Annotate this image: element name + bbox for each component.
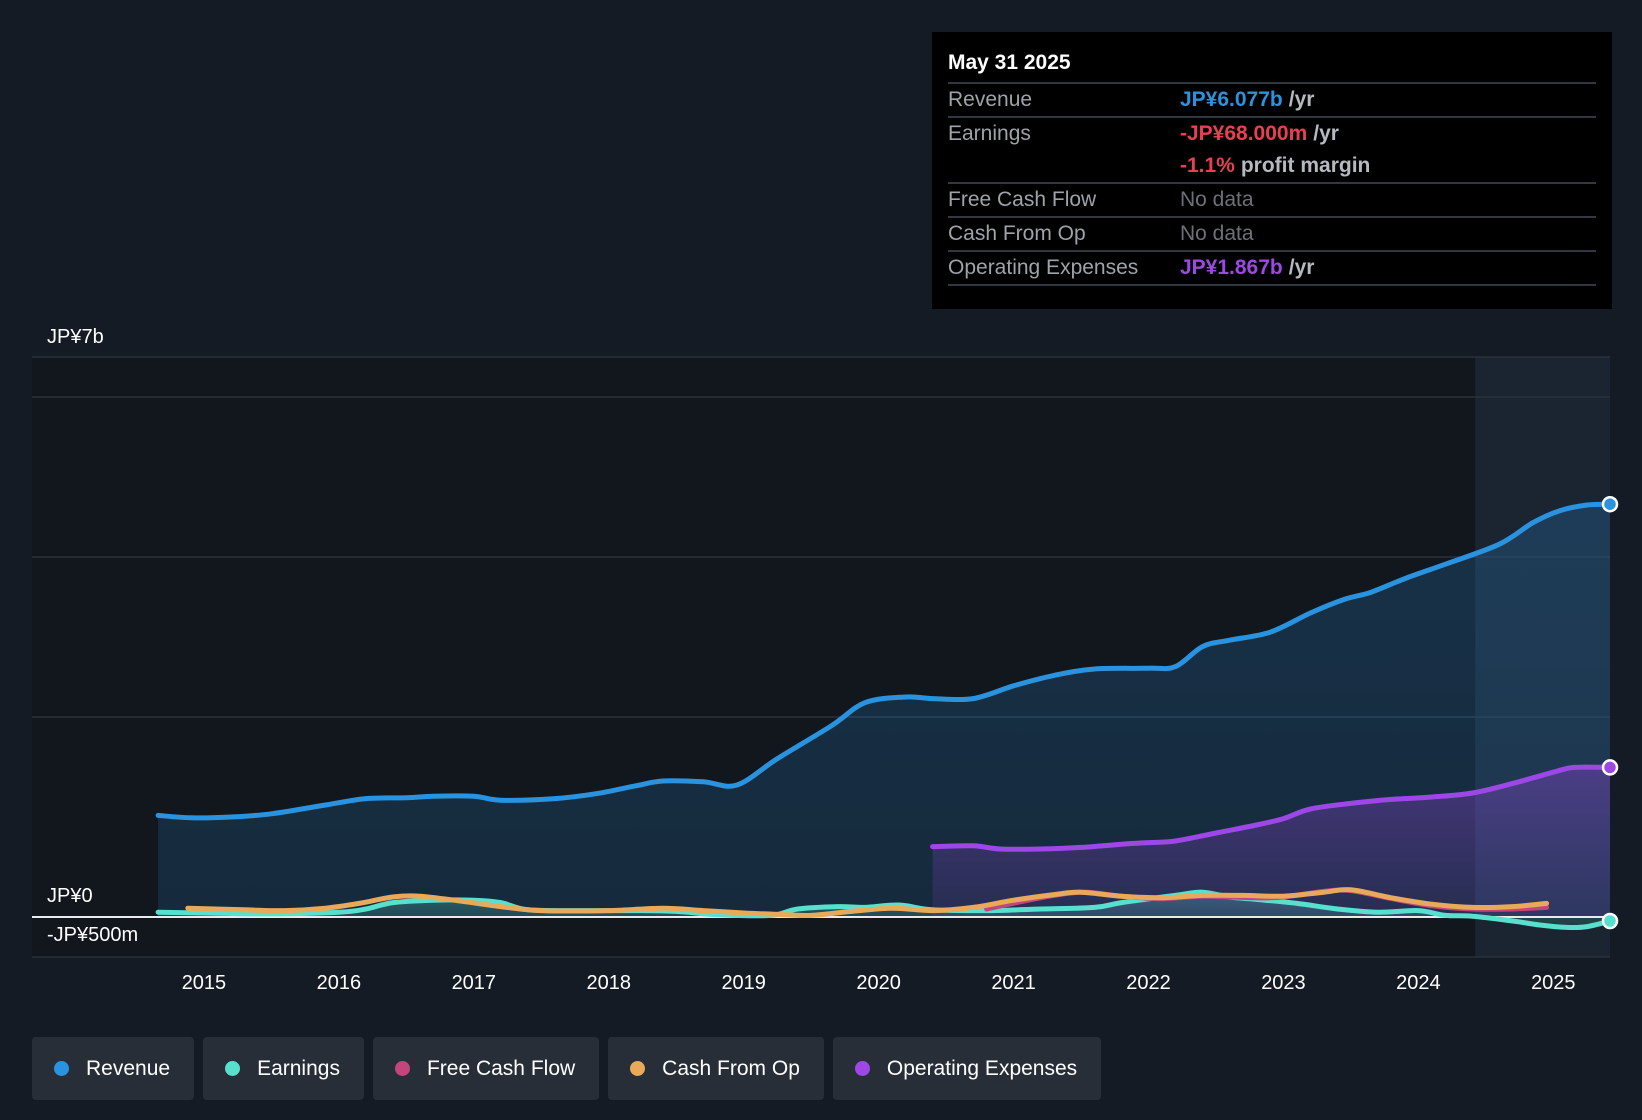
- x-axis-label: 2018: [587, 972, 632, 994]
- tooltip-label: Revenue: [948, 88, 1033, 111]
- revenue-line: [155, 501, 1613, 821]
- y-axis-label: JP¥0: [47, 885, 93, 907]
- tooltip-unit: /yr: [1288, 256, 1315, 279]
- legend-label: Revenue: [86, 1056, 171, 1080]
- legend-label: Earnings: [257, 1056, 340, 1080]
- y-axis-labels: JP¥7b JP¥0 -JP¥500m: [47, 326, 138, 946]
- cfo-line: [185, 887, 1550, 919]
- tooltip-value: JP¥1.867b: [1180, 256, 1283, 279]
- tooltip-value: -JP¥68.000m: [1180, 122, 1308, 145]
- tooltip-row-cash-from-op: Cash From Op No data: [948, 216, 1596, 250]
- opex-area: [932, 767, 1610, 917]
- tooltip-row-profit-margin: -1.1% profit margin: [948, 150, 1596, 182]
- legend: Revenue Earnings Free Cash Flow Cash Fro…: [32, 1037, 1102, 1100]
- x-axis-label: 2015: [182, 972, 227, 994]
- tooltip-value: No data: [1180, 188, 1254, 211]
- y-axis-label: JP¥7b: [47, 326, 104, 348]
- legend-dot-icon: [54, 1061, 69, 1076]
- legend-item-operating-expenses[interactable]: Operating Expenses: [832, 1037, 1102, 1100]
- x-axis-label: 2024: [1396, 972, 1441, 994]
- legend-label: Free Cash Flow: [426, 1056, 576, 1080]
- legend-dot-icon: [225, 1061, 241, 1076]
- x-axis-label: 2023: [1261, 972, 1306, 994]
- tooltip-value: -1.1%: [1180, 154, 1235, 177]
- tooltip-date: May 31 2025: [948, 51, 1071, 74]
- x-axis-label: 2022: [1126, 972, 1171, 994]
- legend-label: Operating Expenses: [886, 1056, 1078, 1080]
- x-axis-label: 2025: [1531, 972, 1576, 994]
- legend-item-free-cash-flow[interactable]: Free Cash Flow: [372, 1037, 600, 1100]
- tooltip-divider: [948, 284, 1596, 286]
- legend-label: Cash From Op: [662, 1056, 800, 1080]
- legend-dot-icon: [394, 1061, 410, 1076]
- tooltip-value: No data: [1180, 222, 1254, 245]
- legend-item-revenue[interactable]: Revenue: [32, 1037, 195, 1100]
- series-end-markers: [1601, 495, 1619, 930]
- tooltip-label: Earnings: [948, 122, 1031, 145]
- series-lines: [155, 501, 1613, 931]
- tooltip-unit: /yr: [1313, 122, 1339, 145]
- x-axis-label: 2019: [721, 972, 766, 994]
- opex-line: [930, 764, 1613, 852]
- tooltip-unit: /yr: [1288, 88, 1315, 111]
- opex-end-marker[interactable]: [1601, 759, 1619, 776]
- earnings-end-marker[interactable]: [1601, 912, 1619, 930]
- tooltip-label: Cash From Op: [948, 222, 1086, 245]
- x-axis-label: 2020: [856, 972, 901, 994]
- legend-dot-icon: [630, 1061, 646, 1076]
- x-axis-label: 2021: [991, 972, 1036, 994]
- tooltip-row-free-cash-flow: Free Cash Flow No data: [948, 182, 1596, 216]
- tooltip-panel: May 31 2025 Revenue JP¥6.077b /yr Earnin…: [932, 32, 1612, 309]
- tooltip-label: Operating Expenses: [948, 256, 1139, 279]
- revenue-end-marker[interactable]: [1601, 495, 1619, 513]
- tooltip-row-earnings: Earnings -JP¥68.000m /yr: [948, 116, 1596, 150]
- x-axis-labels: 2015 2016 2017 2018 2019 2020 2021 2022 2023 2024…: [182, 972, 1576, 994]
- legend-item-earnings[interactable]: Earnings: [203, 1037, 364, 1100]
- tooltip-unit: profit margin: [1240, 154, 1371, 177]
- y-axis-label: -JP¥500m: [47, 924, 138, 946]
- legend-dot-icon: [854, 1061, 870, 1076]
- x-axis-label: 2016: [317, 972, 362, 994]
- tooltip-value: JP¥6.077b: [1180, 88, 1283, 111]
- legend-item-cash-from-op[interactable]: Cash From Op: [608, 1037, 824, 1100]
- tooltip-row-revenue: Revenue JP¥6.077b /yr: [948, 82, 1596, 116]
- tooltip-row-operating-expenses: Operating Expenses JP¥1.867b /yr: [948, 250, 1596, 284]
- revenue-area: [158, 504, 1611, 917]
- tooltip-label: Free Cash Flow: [948, 188, 1097, 211]
- x-axis-label: 2017: [452, 972, 497, 994]
